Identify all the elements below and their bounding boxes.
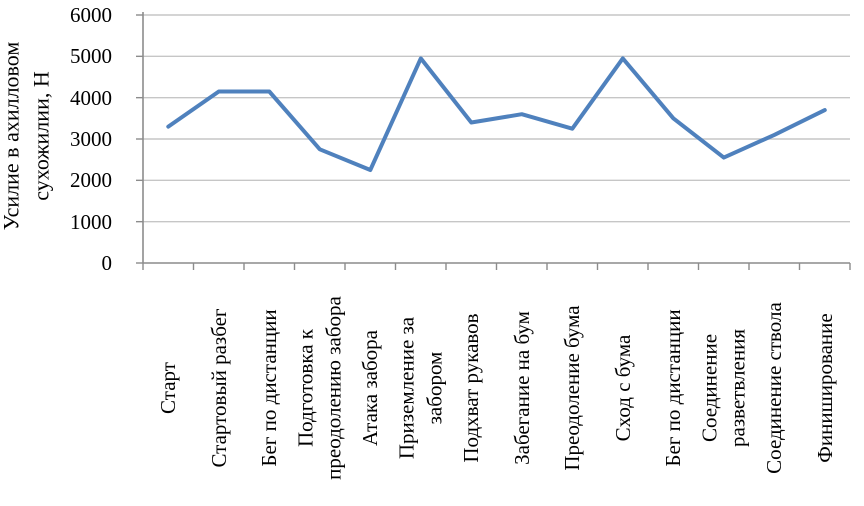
- x-category-label: Старт: [143, 270, 193, 506]
- y-tick-label: 1000: [70, 209, 112, 234]
- x-category-label-text: Бег по дистанции: [661, 309, 686, 467]
- x-category-label: Забегание на бум: [497, 270, 547, 506]
- x-category-label: Атака забора: [345, 270, 395, 506]
- x-category-label-text: Преодоление бума: [560, 305, 585, 471]
- x-category-label: Преодоление бума: [547, 270, 597, 506]
- x-category-label: Подготовка к преодолению забора: [293, 270, 345, 506]
- x-category-label-text: Подхват рукавов: [459, 313, 484, 463]
- x-category-label: Подхват рукавов: [446, 270, 496, 506]
- x-category-label-text: Соединение ствола: [762, 302, 787, 474]
- y-tick-label: 2000: [70, 168, 112, 193]
- x-category-label: Стартовый разбег: [194, 270, 244, 506]
- x-category-label: Соединение разветвления: [697, 270, 749, 506]
- x-category-label-text: Стартовый разбег: [206, 308, 231, 468]
- y-tick-label: 6000: [70, 3, 112, 27]
- x-category-label-text: Бег по дистанции: [257, 309, 282, 467]
- x-category-label-text: Финиширование: [812, 313, 837, 463]
- y-tick-label: 0: [101, 251, 113, 275]
- x-category-label: Бег по дистанции: [244, 270, 294, 506]
- x-category-label-text: Атака забора: [358, 330, 383, 446]
- x-category-label: Финиширование: [800, 270, 850, 506]
- y-tick-label: 5000: [70, 44, 112, 69]
- x-category-label-text: Соединение разветвления: [697, 329, 750, 447]
- x-category-label: Соединение ствола: [749, 270, 799, 506]
- x-category-label: Бег по дистанции: [648, 270, 698, 506]
- x-category-label-text: Подготовка к преодолению забора: [293, 296, 346, 480]
- data-series-line: [166, 56, 827, 172]
- x-category-label: Сход с бума: [598, 270, 648, 506]
- x-category-label-text: Старт: [156, 362, 181, 414]
- y-tick-label: 4000: [70, 85, 112, 110]
- x-category-label-text: Сход с бума: [610, 334, 635, 442]
- x-category-label-text: Забегание на бум: [509, 311, 534, 465]
- y-tick-label: 3000: [70, 127, 112, 151]
- plot-area: [136, 12, 851, 270]
- x-category-label-text: Приземление за забором: [394, 316, 447, 460]
- x-category-label: Приземление за забором: [394, 270, 446, 506]
